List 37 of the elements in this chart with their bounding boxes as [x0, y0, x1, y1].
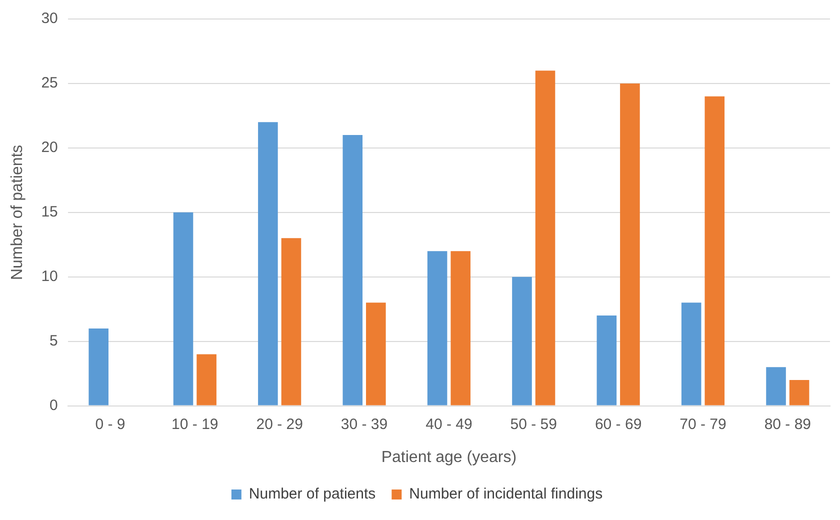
y-axis-title: Number of patients [9, 144, 26, 280]
y-tick-label: 20 [41, 139, 58, 156]
bar [512, 276, 532, 406]
bar [596, 316, 617, 406]
x-axis-title: Patient age (years) [381, 448, 517, 466]
x-tick-label: 60 - 69 [594, 416, 642, 433]
y-tick-label: 30 [41, 10, 58, 28]
y-tick-label: 15 [41, 204, 58, 221]
y-tick-label: 25 [41, 74, 58, 92]
bar [281, 238, 302, 406]
bar [258, 122, 278, 406]
x-tick-label: 20 - 29 [256, 416, 303, 433]
y-tick-label: 5 [50, 332, 58, 350]
x-tick-label: 30 - 39 [340, 416, 388, 433]
y-tick-label: 10 [41, 268, 58, 286]
x-tick-label: 50 - 59 [510, 416, 557, 433]
x-tick-label: 40 - 49 [426, 416, 472, 433]
bar [427, 251, 448, 406]
bar [196, 354, 216, 406]
bar [789, 380, 810, 406]
x-tick-label: 70 - 79 [680, 416, 726, 433]
bar [88, 328, 108, 406]
bar [366, 302, 386, 406]
y-tick-label: 0 [50, 396, 58, 414]
bar [450, 251, 470, 406]
bar [766, 367, 786, 406]
bar [620, 83, 640, 406]
bar [535, 70, 556, 406]
bar [681, 302, 702, 406]
bar [342, 135, 363, 406]
x-tick-label: 0 - 9 [95, 416, 126, 433]
legend-label: Number of patients [248, 486, 376, 503]
x-tick-label: 80 - 89 [764, 416, 812, 433]
bar [704, 96, 725, 406]
bar [173, 212, 194, 406]
legend-label: Number of incidental findings [409, 486, 603, 503]
x-tick-label: 10 - 19 [172, 416, 218, 433]
